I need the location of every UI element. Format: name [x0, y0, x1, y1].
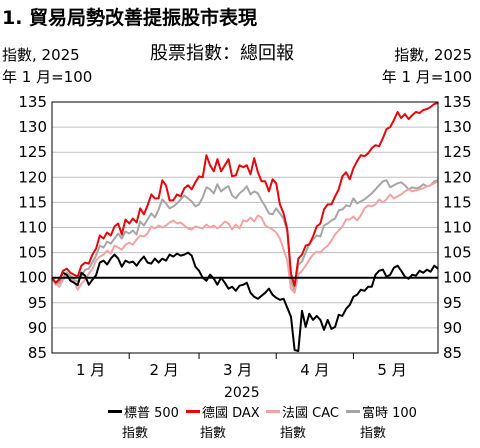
series-lines	[51, 102, 439, 352]
y-tick-left-105: 105	[18, 244, 47, 262]
legend-swatch-dax	[186, 410, 200, 413]
y-tick-right-110: 110	[443, 219, 472, 237]
y-tick-left-90: 90	[28, 319, 47, 337]
y-tick-right-120: 120	[443, 168, 472, 186]
legend-swatch-sp500	[108, 410, 122, 413]
gridlines	[52, 126, 438, 329]
y-tick-right-125: 125	[443, 143, 472, 161]
y-tick-left-120: 120	[18, 168, 47, 186]
y-tick-right-100: 100	[443, 269, 472, 287]
series-line-cac	[51, 180, 439, 294]
legend-label-ftse-line2: 指數	[360, 426, 387, 441]
y-tick-right-105: 105	[443, 244, 472, 262]
y-tick-left-125: 125	[18, 143, 47, 161]
legend-label-cac: 法國 CAC	[282, 406, 339, 421]
legend-swatch-cac	[266, 410, 280, 413]
legend-label-cac-line2: 指數	[280, 426, 307, 441]
right-axis-unit: 指數, 2025 年 1 月=100	[382, 44, 472, 88]
x-tick-3: 3 月	[223, 361, 252, 379]
y-tick-left-135: 135	[18, 93, 47, 111]
series-line-sp500	[51, 251, 439, 352]
left-axis-unit-line1: 指數, 2025	[2, 46, 80, 64]
y-tick-left-100: 100	[18, 269, 47, 287]
right-axis-unit-line1: 指數, 2025	[394, 46, 472, 64]
legend-item-ftse: 富時 100 指數	[346, 404, 417, 444]
legend-item-sp500: 標普 500 指數	[108, 404, 179, 444]
y-tick-right-85: 85	[443, 344, 462, 362]
y-tick-left-95: 95	[28, 294, 47, 312]
x-axis-label: 2025	[224, 385, 260, 401]
plot-frame	[51, 101, 439, 354]
y-tick-right-90: 90	[443, 319, 462, 337]
legend-label-sp500-line2: 指數	[122, 426, 149, 441]
x-tick-4: 4 月	[300, 361, 329, 379]
y-tick-right-135: 135	[443, 93, 472, 111]
y-axis-right: 85 90 95 100 105 110 115 120 125 130 135	[443, 93, 472, 362]
chart-subtitle: 股票指數：總回報	[150, 43, 294, 64]
legend-label-dax: 德國 DAX	[202, 406, 260, 421]
x-tick-2: 2 月	[149, 361, 178, 379]
y-tick-left-110: 110	[18, 219, 47, 237]
legend-item-dax: 德國 DAX 指數	[186, 404, 260, 444]
legend-item-cac: 法國 CAC 指數	[266, 404, 339, 444]
legend-swatch-ftse	[346, 410, 360, 413]
y-tick-left-115: 115	[18, 193, 47, 211]
chart-title: 1. 貿易局勢改善提振股市表現	[2, 7, 258, 29]
y-tick-right-130: 130	[443, 118, 472, 136]
right-axis-unit-line2: 年 1 月=100	[381, 68, 472, 86]
y-axis-left: 85 90 95 100 105 110 115 120 125 130 135	[18, 93, 47, 362]
legend-label-ftse: 富時 100	[362, 406, 417, 421]
legend-label-sp500: 標普 500	[124, 406, 179, 421]
y-tick-left-85: 85	[28, 344, 47, 362]
x-tick-1: 1 月	[76, 361, 105, 379]
y-tick-left-130: 130	[18, 118, 47, 136]
y-tick-right-115: 115	[443, 193, 472, 211]
series-line-ftse	[51, 179, 439, 293]
y-tick-right-95: 95	[443, 294, 462, 312]
legend-label-dax-line2: 指數	[200, 426, 227, 441]
x-axis: 1 月 2 月 3 月 4 月 5 月	[76, 353, 407, 379]
x-tick-5: 5 月	[377, 361, 406, 379]
left-axis-unit-line2: 年 1 月=100	[2, 68, 93, 86]
left-axis-unit: 指數, 2025 年 1 月=100	[2, 44, 92, 88]
series-line-dax	[51, 102, 439, 287]
